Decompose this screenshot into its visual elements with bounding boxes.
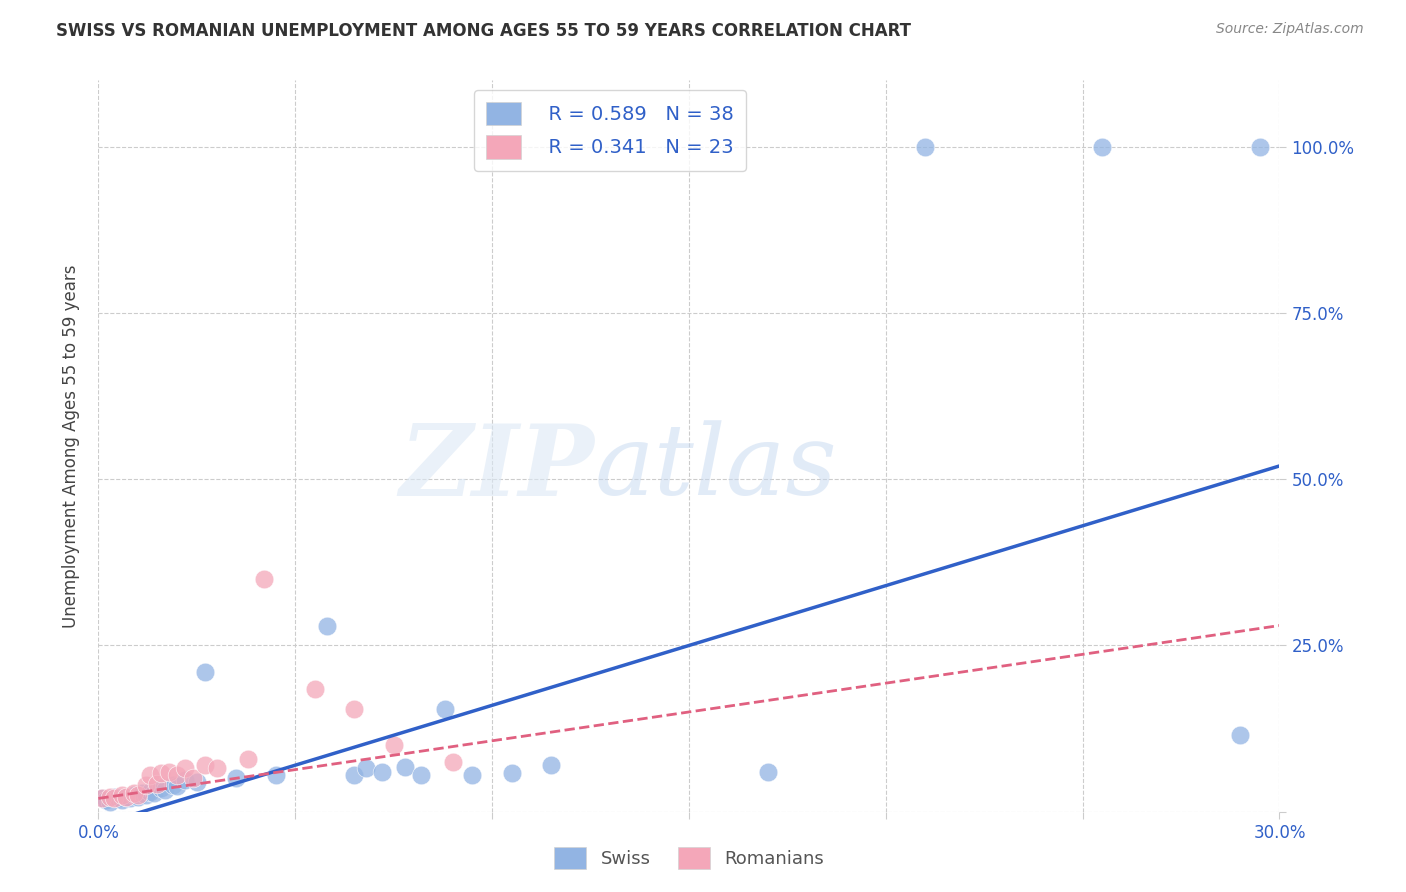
Point [135, 778, 157, 792]
Point [174, 772, 197, 787]
Point [98, 795, 121, 809]
Point [181, 772, 204, 786]
Point [96, 793, 118, 807]
Text: atlas: atlas [595, 420, 837, 516]
Point [371, 764, 394, 779]
Point [441, 755, 464, 769]
Point [135, 788, 157, 802]
Point [91, 791, 114, 805]
Point [107, 791, 129, 805]
Point [138, 785, 160, 799]
Point [111, 793, 134, 807]
Point [315, 618, 337, 632]
Point [118, 791, 141, 805]
Point [115, 790, 138, 805]
Point [186, 774, 208, 789]
Point [225, 772, 247, 786]
Point [127, 790, 149, 805]
Point [194, 665, 217, 679]
Point [304, 681, 326, 696]
Point [253, 572, 276, 586]
Point [162, 778, 184, 792]
Point [98, 790, 121, 805]
Point [166, 768, 188, 782]
Point [150, 766, 173, 780]
Point [1229, 728, 1251, 742]
Text: ZIP: ZIP [399, 420, 595, 516]
Point [343, 768, 366, 782]
Point [540, 758, 562, 772]
Point [394, 759, 416, 773]
Point [914, 140, 936, 154]
Point [433, 701, 456, 715]
Text: SWISS VS ROMANIAN UNEMPLOYMENT AMONG AGES 55 TO 59 YEARS CORRELATION CHART: SWISS VS ROMANIAN UNEMPLOYMENT AMONG AGE… [56, 22, 911, 40]
Point [91, 791, 114, 805]
Point [1249, 140, 1271, 154]
Point [131, 786, 153, 800]
Point [142, 786, 165, 800]
Point [155, 783, 177, 797]
Point [461, 768, 484, 782]
Point [174, 762, 197, 776]
Point [501, 766, 523, 780]
Point [127, 788, 149, 802]
Point [103, 791, 125, 805]
Point [166, 780, 188, 794]
Point [1091, 140, 1114, 154]
Y-axis label: Unemployment Among Ages 55 to 59 years: Unemployment Among Ages 55 to 59 years [62, 264, 80, 628]
Point [103, 790, 125, 805]
Point [205, 762, 228, 776]
Point [122, 788, 145, 802]
Point [756, 764, 779, 779]
Point [115, 790, 138, 805]
Point [382, 738, 405, 752]
Point [194, 758, 217, 772]
Text: Source: ZipAtlas.com: Source: ZipAtlas.com [1216, 22, 1364, 37]
Point [236, 751, 259, 765]
Point [111, 788, 134, 802]
Point [411, 768, 433, 782]
Point [150, 781, 173, 796]
Point [146, 777, 169, 791]
Point [264, 768, 287, 782]
Point [122, 786, 145, 800]
Point [354, 762, 377, 776]
Point [343, 701, 366, 715]
Point [157, 764, 180, 779]
Legend: Swiss, Romanians: Swiss, Romanians [547, 839, 831, 876]
Point [138, 768, 160, 782]
